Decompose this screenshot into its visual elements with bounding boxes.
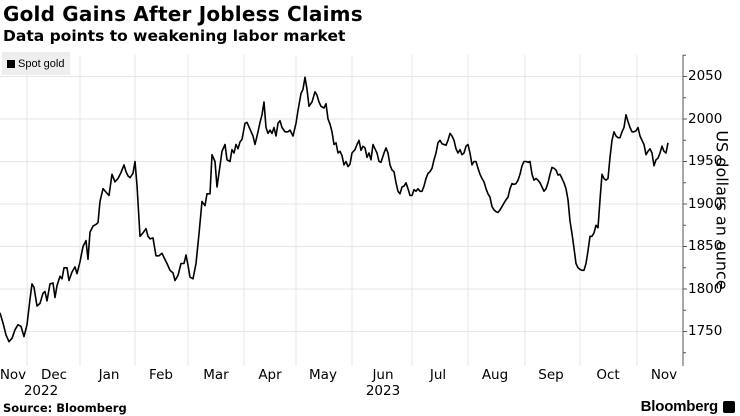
x-year-2023: 2023: [365, 383, 401, 399]
legend-label: Spot gold: [18, 57, 65, 70]
spot-gold-line: [0, 76, 669, 343]
chart-title: Gold Gains After Jobless Claims: [3, 2, 363, 26]
y-axis-title: US dollars an ounce: [712, 130, 732, 290]
x-tick-jan: Jan: [98, 367, 120, 383]
x-tick-apr: Apr: [258, 367, 282, 383]
y-tick-2000: 2000: [688, 111, 723, 127]
x-tick-mar: Mar: [203, 367, 229, 383]
bloomberg-chart-icon: [723, 401, 735, 413]
x-tick-oct: Oct: [596, 367, 620, 383]
legend-swatch-icon: [7, 59, 15, 68]
x-tick-dec: Dec: [40, 367, 68, 383]
y-tick-1800: 1800: [688, 281, 723, 297]
chart-subtitle: Data points to weakening labor market: [3, 27, 346, 45]
legend: Spot gold: [2, 52, 71, 75]
x-year-2022: 2022: [23, 383, 59, 399]
y-tick-2050: 2050: [688, 68, 723, 84]
x-tick-jul: Jul: [429, 367, 447, 383]
gridlines: [0, 55, 683, 366]
x-tick-nov-2022: Nov: [0, 367, 27, 383]
y-tick-1900: 1900: [688, 196, 723, 212]
bloomberg-logo: Bloomberg: [640, 398, 719, 415]
source-note: Source: Bloomberg: [3, 401, 127, 415]
y-tick-1750: 1750: [688, 323, 723, 339]
x-tick-jun: Jun: [372, 367, 394, 383]
y-tick-1950: 1950: [688, 153, 723, 169]
x-tick-feb: Feb: [149, 367, 173, 383]
x-tick-sep: Sep: [538, 367, 564, 383]
x-tick-nov: Nov: [650, 367, 678, 383]
y-tick-1850: 1850: [688, 238, 723, 254]
y-axis-ticks: [683, 54, 687, 354]
x-tick-may: May: [309, 367, 337, 383]
x-tick-aug: Aug: [481, 367, 509, 383]
